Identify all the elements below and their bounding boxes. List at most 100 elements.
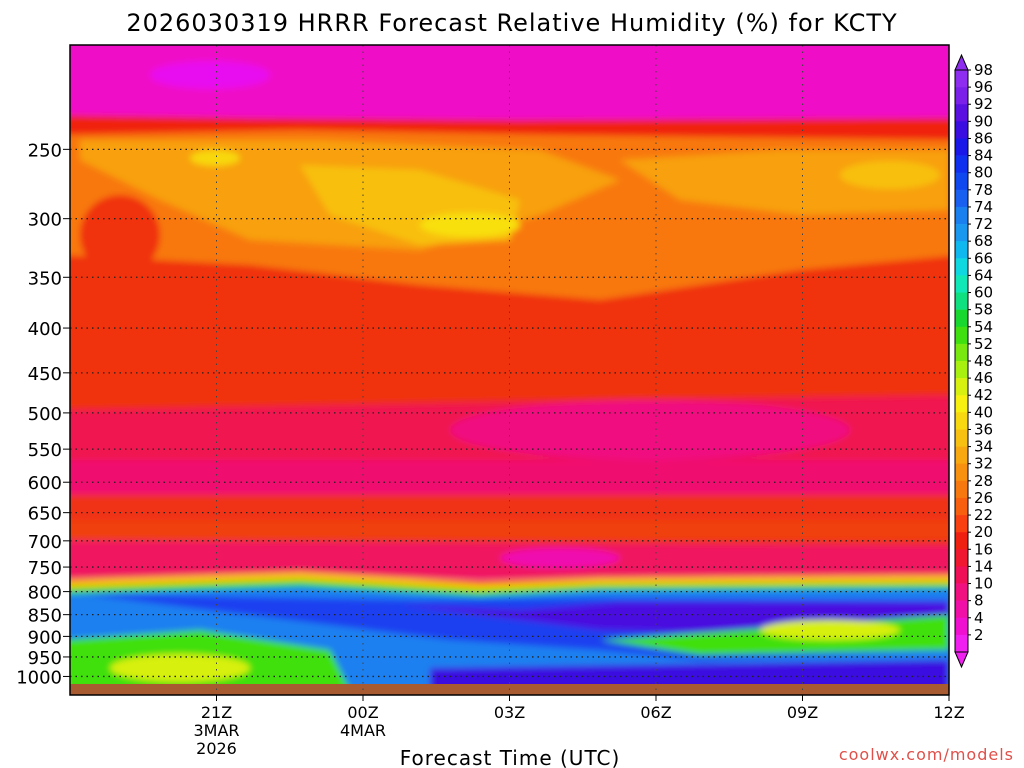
colorbar-top-arrow	[954, 53, 969, 71]
colorbar-label: 28	[974, 472, 993, 490]
colorbar-swatch	[955, 241, 968, 259]
colorbar-label: 42	[974, 386, 993, 404]
colorbar-label: 32	[974, 455, 993, 473]
colorbar-label: 60	[974, 284, 993, 302]
x-tick-label: 09Z	[787, 703, 818, 722]
credit-text: coolwx.com/models	[838, 745, 1014, 764]
colorbar-label: 52	[974, 335, 993, 353]
band-red-low-2	[70, 520, 949, 540]
colorbar-swatch	[955, 480, 968, 499]
y-tick-label: 350	[28, 268, 62, 289]
y-tick-label: 250	[28, 140, 62, 161]
colorbar-label: 36	[974, 420, 993, 438]
chart-title: 2026030319 HRRR Forecast Relative Humidi…	[126, 9, 897, 37]
colorbar-swatch	[955, 224, 968, 242]
colorbar-label: 34	[974, 438, 993, 456]
colorbar-label: 2	[974, 626, 984, 644]
colorbar-swatch	[955, 634, 968, 653]
band-pink-mid-right	[450, 400, 850, 460]
colorbar-label: 96	[974, 78, 993, 96]
colorbar-label: 46	[974, 369, 993, 387]
colorbar-label: 58	[974, 301, 993, 319]
colorbar-swatch	[955, 275, 968, 293]
colorbar-label: 22	[974, 506, 993, 524]
plot-frame	[69, 44, 950, 696]
colorbar-label: 66	[974, 249, 993, 267]
colorbar-label: 74	[974, 198, 993, 216]
colorbar-swatch	[955, 138, 968, 156]
y-tick-label: 500	[28, 404, 62, 425]
colorbar-label: 92	[974, 95, 993, 113]
colorbar-label: 20	[974, 523, 993, 541]
colorbar-swatch	[955, 378, 968, 396]
y-tick-label: 650	[28, 504, 62, 525]
y-tick-label: 950	[28, 648, 62, 669]
x-tick-label: 03Z	[494, 703, 525, 722]
y-tick-label: 800	[28, 583, 62, 604]
colorbar-label: 14	[974, 557, 993, 575]
colorbar-swatch	[955, 463, 968, 482]
colorbar-label: 90	[974, 112, 993, 130]
humidity-field	[70, 45, 949, 695]
colorbar-swatch	[955, 361, 968, 379]
x-tick-label: 4MAR	[340, 721, 386, 740]
colorbar-swatch	[955, 155, 968, 174]
band-upper-purple	[150, 61, 270, 89]
colorbar: 9896929086848078747268666460585452484642…	[954, 53, 993, 669]
y-tick-label: 600	[28, 473, 62, 494]
colorbar-swatch	[955, 172, 968, 191]
band-low-purple	[430, 660, 949, 690]
band-low-yellow-right	[760, 620, 900, 640]
colorbar-label: 16	[974, 540, 993, 558]
colorbar-label: 54	[974, 318, 993, 336]
y-tick-label: 850	[28, 606, 62, 627]
band-pink-mid-2	[70, 460, 949, 500]
colorbar-label: 98	[974, 61, 993, 79]
colorbar-label: 10	[974, 575, 993, 593]
field-bands	[70, 45, 949, 690]
y-tick-label: 750	[28, 558, 62, 579]
colorbar-swatch	[955, 497, 968, 516]
colorbar-swatch	[955, 292, 968, 310]
colorbar-swatch	[955, 600, 968, 619]
colorbar-label: 84	[974, 147, 993, 165]
colorbar-swatch	[955, 429, 968, 447]
band-yellow-3	[190, 150, 240, 166]
colorbar-swatch	[955, 549, 968, 567]
colorbar-label: 68	[974, 232, 993, 250]
x-axis-title: Forecast Time (UTC)	[400, 746, 621, 768]
colorbar-label: 64	[974, 266, 993, 284]
colorbar-swatch	[955, 121, 968, 139]
colorbar-swatch	[955, 583, 968, 601]
colorbar-label: 80	[974, 164, 993, 182]
colorbar-label: 40	[974, 403, 993, 421]
colorbar-swatch	[955, 412, 968, 430]
y-tick-label: 400	[28, 319, 62, 340]
band-red-left	[80, 195, 160, 275]
colorbar-swatch	[955, 566, 968, 584]
colorbar-label: 78	[974, 181, 993, 199]
x-tick-label: 3MAR	[193, 721, 239, 740]
grid-lines	[70, 45, 950, 695]
band-low-yellow-left	[110, 654, 250, 682]
colorbar-label: 4	[974, 609, 984, 627]
colorbar-swatch	[955, 309, 968, 328]
colorbar-swatch	[955, 189, 968, 208]
colorbar-swatch	[955, 104, 968, 122]
colorbar-swatch	[955, 446, 968, 465]
y-tick-label: 300	[28, 210, 62, 231]
colorbar-swatch	[955, 515, 968, 533]
y-tick-label: 900	[28, 627, 62, 648]
axis-ticks: 2503003504004505005506006507007508008509…	[16, 140, 965, 758]
band-yellow-2	[420, 213, 520, 237]
colorbar-swatch	[955, 326, 968, 345]
colorbar-bottom-arrow	[954, 651, 969, 669]
colorbar-swatch	[955, 87, 968, 105]
colorbar-swatch	[955, 258, 968, 276]
colorbar-swatch	[955, 343, 968, 362]
y-tick-label: 1000	[16, 667, 62, 688]
colorbar-label: 48	[974, 352, 993, 370]
x-tick-label: 21Z	[201, 703, 232, 722]
colorbar-swatch	[955, 617, 968, 636]
colorbar-label: 8	[974, 592, 984, 610]
